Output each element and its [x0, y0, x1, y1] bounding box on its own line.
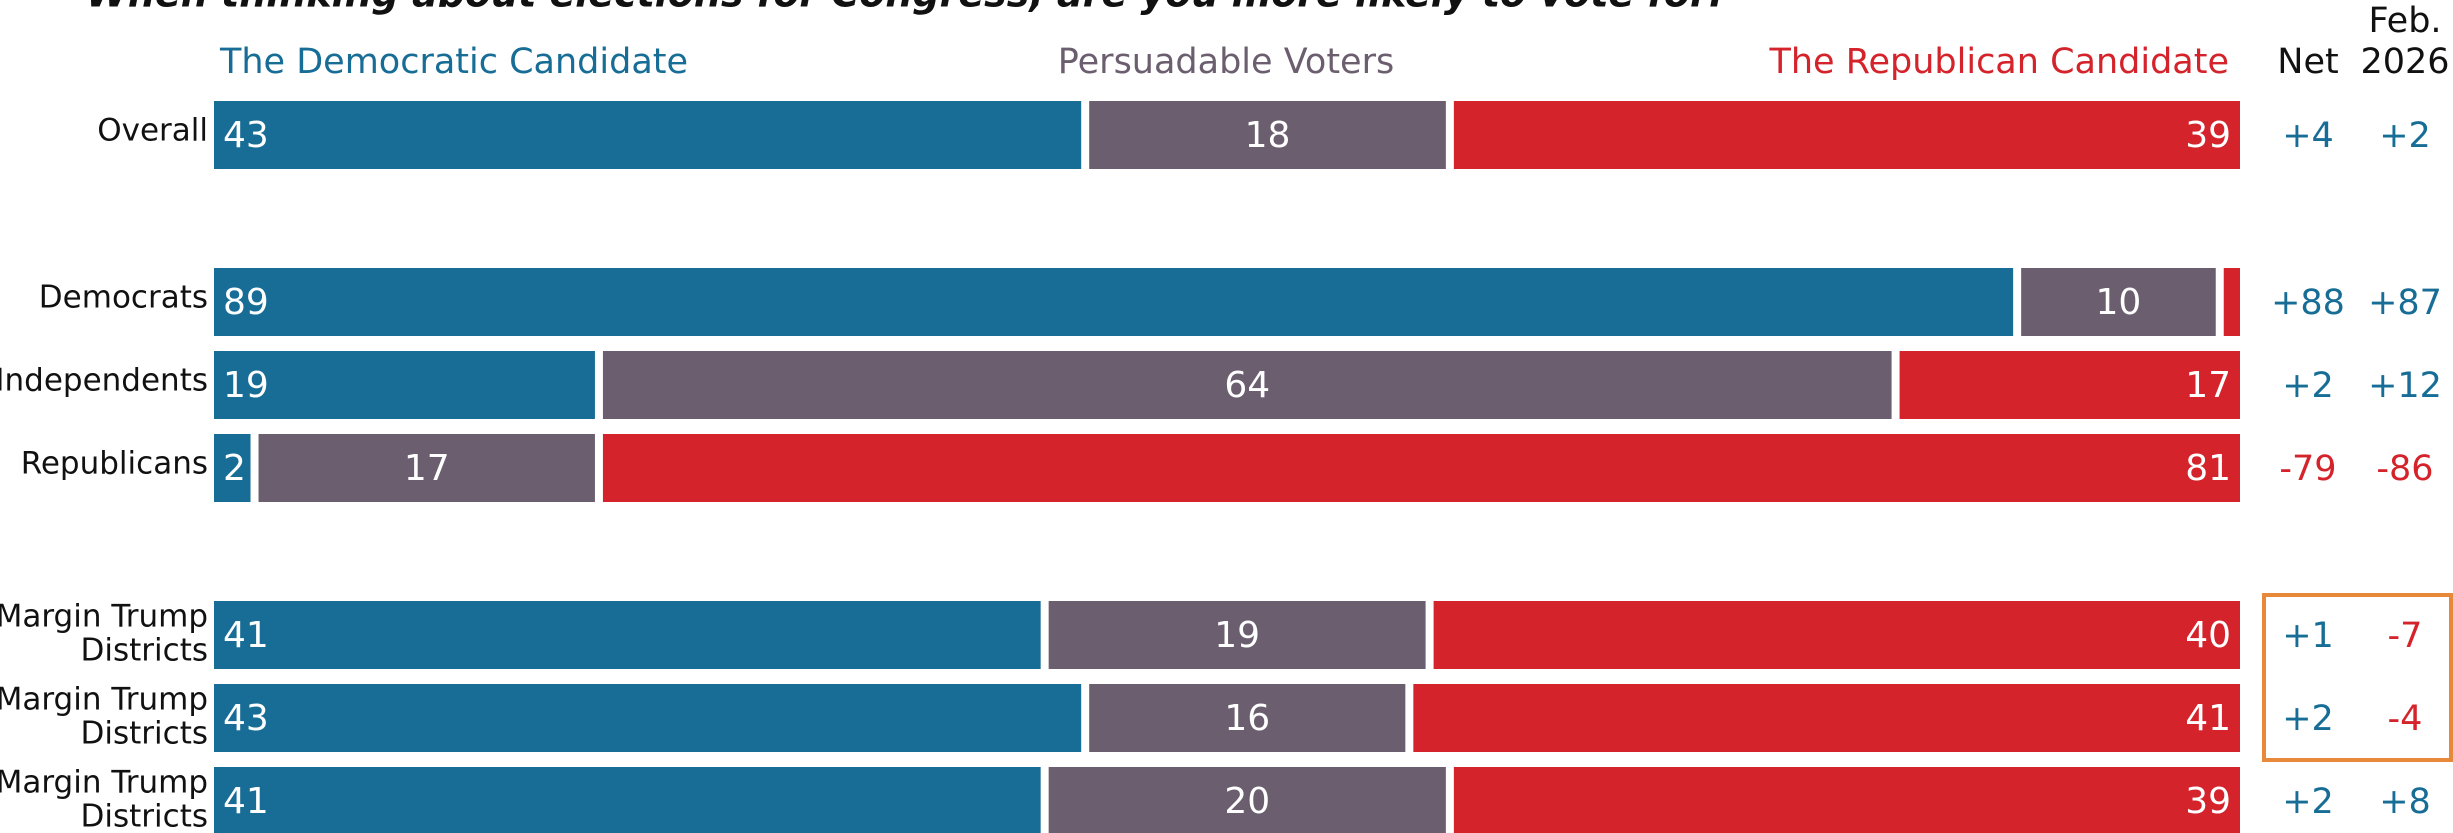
bar-segment	[1089, 101, 1446, 169]
bar-segment	[602, 351, 1892, 419]
row-label: Independents	[0, 363, 208, 399]
column-value: +8	[2379, 782, 2431, 822]
column-value: +2	[2282, 699, 2334, 739]
row-label: e Margin Trump	[0, 599, 208, 635]
row-label: Districts	[81, 799, 209, 833]
row-label: Districts	[81, 633, 209, 669]
bar-segment	[214, 268, 2014, 336]
bar-segment	[214, 101, 1082, 169]
column-value: -79	[2279, 449, 2336, 489]
row-label: l Margin Trump	[0, 682, 208, 718]
chart-title: When thinking about elections for Congre…	[86, 0, 1724, 16]
column-value: +87	[2368, 283, 2442, 323]
value-label: 19	[1214, 615, 1260, 656]
value-label: 17	[2185, 365, 2231, 406]
bar-segment	[1048, 601, 1426, 669]
value-label: 41	[223, 615, 269, 656]
row-label: Overall	[97, 113, 208, 149]
value-label: 43	[223, 115, 269, 156]
bar-segment	[1453, 101, 2240, 169]
value-label: 41	[2185, 698, 2231, 739]
bar-segment	[258, 434, 595, 502]
bar-segment	[214, 434, 251, 502]
value-label: 17	[404, 448, 450, 489]
legend-label: The Democratic Candidate	[219, 42, 688, 82]
bar-segment	[214, 767, 1041, 833]
bar-segment	[2021, 268, 2216, 336]
column-value: +2	[2282, 782, 2334, 822]
bar-segment	[602, 434, 2241, 502]
value-label: 18	[1245, 115, 1291, 156]
bar-segment	[214, 351, 595, 419]
column-value: +2	[2379, 116, 2431, 156]
column-header: Net	[2277, 42, 2338, 82]
bar-segment	[2223, 268, 2240, 336]
bar-segment	[1089, 684, 1406, 752]
value-label: 64	[1224, 365, 1270, 406]
bar-segment	[1453, 767, 2240, 833]
value-label: 43	[223, 698, 269, 739]
value-label: 19	[223, 365, 269, 406]
column-header: Feb.	[2368, 1, 2441, 41]
row-label: Democrats	[39, 280, 208, 316]
value-label: 81	[2185, 448, 2231, 489]
value-label: 89	[223, 282, 269, 323]
column-value: +4	[2282, 116, 2334, 156]
value-label: 41	[223, 781, 269, 822]
row-label: Margin Trump	[0, 765, 208, 801]
value-label: 10	[2096, 282, 2142, 323]
bar-segment	[214, 684, 1082, 752]
bar-segment	[1899, 351, 2240, 419]
column-value: -86	[2376, 449, 2433, 489]
bar-segment	[1433, 601, 2240, 669]
column-value: +2	[2282, 366, 2334, 406]
column-header: 2026	[2360, 42, 2449, 82]
bar-segment	[1048, 767, 1446, 833]
value-label: 20	[1224, 781, 1270, 822]
legend-label: Persuadable Voters	[1058, 42, 1394, 82]
value-label: 40	[2185, 615, 2231, 656]
column-value: +1	[2282, 616, 2334, 656]
row-label: Republicans	[21, 446, 208, 482]
bar-segment	[214, 601, 1041, 669]
highlight-box	[2262, 593, 2453, 762]
column-value: +88	[2271, 283, 2345, 323]
value-label: 39	[2185, 115, 2231, 156]
row-label: Districts	[81, 716, 209, 752]
value-label: 39	[2185, 781, 2231, 822]
value-label: 16	[1224, 698, 1270, 739]
column-value: -4	[2388, 699, 2423, 739]
legend-label: The Republican Candidate	[1769, 42, 2230, 82]
column-value: -7	[2388, 616, 2423, 656]
bar-segment	[1413, 684, 2240, 752]
value-label: 2	[223, 448, 246, 489]
column-value: +12	[2368, 366, 2442, 406]
